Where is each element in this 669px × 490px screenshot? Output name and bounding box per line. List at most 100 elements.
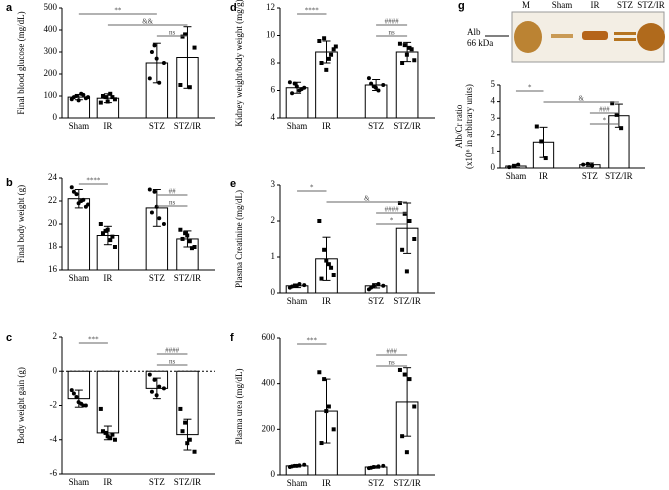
data-point xyxy=(319,276,324,281)
significance-label: ns xyxy=(169,199,176,207)
data-point xyxy=(71,189,76,194)
data-point xyxy=(110,234,115,239)
x-tick-label: STZ/IR xyxy=(393,121,421,131)
y-axis-label: Plasma urea (mg/dL) xyxy=(234,369,244,445)
gel-lane-label: Sham xyxy=(552,0,573,10)
data-point xyxy=(329,52,334,57)
x-tick-label: STZ xyxy=(149,121,165,131)
data-point xyxy=(157,216,162,221)
y-tick-label: 3 xyxy=(271,179,276,189)
data-point xyxy=(112,245,117,249)
bar xyxy=(67,198,91,271)
data-point xyxy=(161,386,166,391)
data-point xyxy=(110,95,115,100)
significance-label: **** xyxy=(86,177,101,185)
significance-label: * xyxy=(390,217,394,225)
panel-letter: e xyxy=(230,178,236,190)
x-tick-label: Sham xyxy=(287,121,308,131)
data-point xyxy=(322,377,327,382)
data-point xyxy=(322,36,327,41)
data-point xyxy=(98,100,103,105)
y-axis-label: Kidney weight/body weight (mg/g) xyxy=(234,0,244,127)
panel-letter: a xyxy=(6,2,13,14)
significance-label: && xyxy=(142,18,153,26)
data-point xyxy=(81,403,86,408)
y-tick-label: 8 xyxy=(271,57,276,67)
data-point xyxy=(326,56,331,61)
x-tick-label: IR xyxy=(539,171,548,181)
data-point xyxy=(619,126,624,131)
y-tick-label: 22 xyxy=(48,195,57,205)
data-point xyxy=(81,197,86,202)
y-tick-label: 0 xyxy=(271,287,276,297)
data-point xyxy=(402,43,407,48)
data-point xyxy=(292,81,297,86)
panel: c Body weight gain (g) -6 -4 -2 0 2 Sham IR STZ ST… xyxy=(6,331,215,487)
data-point xyxy=(189,246,194,251)
gel-lane-label: M xyxy=(522,0,530,10)
y-tick-label: 18 xyxy=(48,241,58,251)
data-point xyxy=(412,404,417,409)
significance-label: ** xyxy=(114,7,122,15)
data-point xyxy=(178,406,183,411)
data-point xyxy=(402,372,407,377)
data-point xyxy=(192,245,197,249)
data-point xyxy=(539,139,544,144)
data-point xyxy=(112,437,117,442)
data-point xyxy=(534,124,539,129)
data-point xyxy=(290,284,295,289)
x-tick-label: STZ/IR xyxy=(174,477,202,487)
x-tick-label: Sham xyxy=(69,273,90,283)
y-tick-label: 1 xyxy=(491,145,496,155)
y-tick-label: 200 xyxy=(44,68,58,78)
significance-label: *** xyxy=(88,336,99,344)
data-point xyxy=(86,95,91,100)
y-tick-label: 4 xyxy=(271,112,276,122)
data-point xyxy=(302,462,307,467)
panel-letter: d xyxy=(230,2,237,14)
data-point xyxy=(287,80,292,85)
y-tick-label: 0 xyxy=(271,469,276,479)
data-point xyxy=(147,372,152,377)
data-point xyxy=(507,165,512,170)
y-tick-label: 0 xyxy=(491,162,496,172)
panel-letter: f xyxy=(230,332,234,344)
data-point xyxy=(516,162,521,167)
data-point xyxy=(76,98,81,103)
data-point xyxy=(81,92,86,97)
data-point xyxy=(317,39,322,43)
data-point xyxy=(187,239,192,244)
data-point xyxy=(98,222,103,226)
data-point xyxy=(154,204,159,209)
significance-label: ns xyxy=(388,359,395,367)
y-tick-label: 500 xyxy=(44,2,58,12)
data-point xyxy=(183,420,188,425)
gel-image xyxy=(511,11,665,63)
x-tick-label: IR xyxy=(103,477,112,487)
data-point xyxy=(69,388,74,393)
y-tick-label: 2 xyxy=(53,331,58,341)
data-point xyxy=(183,32,188,37)
data-point xyxy=(412,237,417,241)
y-tick-label: 300 xyxy=(44,46,58,56)
x-tick-label: Sham xyxy=(506,171,527,181)
data-point xyxy=(157,384,162,389)
y-axis-label: (x10⁶ in arbitrary units) xyxy=(464,84,474,169)
data-point xyxy=(397,367,402,372)
data-point xyxy=(185,441,190,446)
data-point xyxy=(333,44,338,49)
data-point xyxy=(543,156,548,161)
bar xyxy=(96,370,120,434)
panel-letter: c xyxy=(6,332,12,344)
panel-letter: g xyxy=(458,0,465,12)
y-tick-label: -6 xyxy=(50,468,58,478)
data-point xyxy=(302,283,307,288)
data-point xyxy=(319,61,324,65)
panel-letter: b xyxy=(6,177,13,189)
significance-label: ns xyxy=(169,29,176,37)
data-point xyxy=(161,222,166,226)
data-point xyxy=(404,450,409,455)
data-point xyxy=(152,43,157,48)
data-point xyxy=(294,283,299,288)
